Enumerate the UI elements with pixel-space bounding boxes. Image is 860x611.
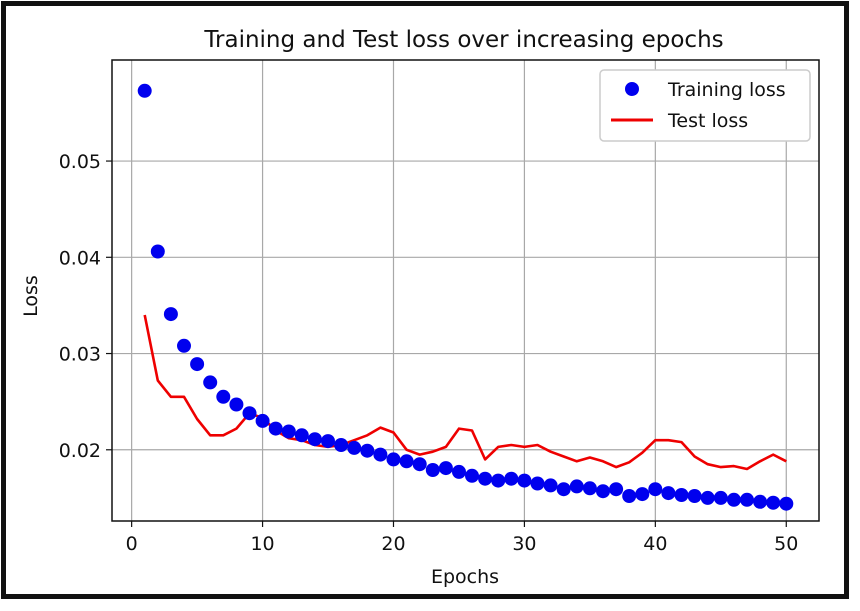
training-loss-point	[478, 471, 493, 486]
training-loss-point	[753, 494, 768, 509]
chart-title: Training and Test loss over increasing e…	[203, 27, 723, 53]
training-loss-point	[321, 434, 335, 449]
training-loss-point	[556, 482, 571, 497]
x-axis-label: Epochs	[431, 566, 499, 588]
training-loss-point	[726, 492, 741, 507]
training-loss-point	[242, 406, 257, 421]
training-loss-point	[425, 463, 440, 477]
training-loss-point	[700, 490, 715, 505]
training-loss-point	[491, 473, 506, 488]
legend-training-label: Training loss	[667, 79, 786, 101]
training-loss-point	[177, 338, 191, 353]
training-loss-point	[530, 476, 545, 491]
legend-test-label: Test loss	[667, 110, 748, 132]
x-tick-label: 20	[381, 533, 405, 555]
training-loss-point	[268, 421, 283, 436]
training-loss-series	[137, 83, 794, 511]
plot-area	[111, 59, 820, 522]
training-loss-point	[713, 490, 728, 505]
y-tick-label: 0.04	[59, 247, 101, 269]
training-loss-point	[687, 489, 702, 503]
legend-training-marker	[625, 82, 639, 96]
training-loss-point	[190, 357, 205, 372]
training-loss-point	[635, 487, 650, 502]
y-tick-label: 0.05	[59, 151, 101, 173]
training-loss-point	[255, 413, 270, 428]
x-tick-label: 10	[250, 533, 274, 555]
y-tick-label: 0.02	[59, 440, 101, 462]
training-loss-point	[334, 438, 349, 452]
training-loss-point	[216, 389, 231, 404]
training-loss-point	[648, 482, 663, 497]
training-loss-point	[360, 443, 375, 458]
training-loss-point	[609, 482, 624, 497]
training-loss-point	[294, 428, 309, 443]
x-tick-label: 40	[643, 533, 667, 555]
training-loss-point	[347, 440, 362, 455]
training-loss-point	[766, 495, 781, 510]
training-loss-point	[452, 464, 466, 479]
training-loss-point	[438, 461, 453, 476]
training-loss-point	[386, 452, 401, 467]
axis-ticks: 0 10 20 30 40 50 0.02 0.03 0.04 0.05	[59, 151, 799, 555]
training-loss-point	[281, 424, 296, 439]
y-axis-label: Loss	[20, 275, 42, 317]
training-loss-point	[373, 447, 388, 462]
training-loss-point	[150, 244, 165, 259]
training-loss-point	[465, 468, 479, 483]
training-loss-point	[622, 489, 637, 503]
training-loss-point	[504, 471, 519, 486]
training-loss-point	[307, 432, 322, 447]
legend-box	[599, 69, 811, 142]
training-loss-point	[543, 478, 558, 493]
grid	[112, 60, 819, 521]
test-loss-line	[143, 314, 787, 471]
training-loss-point	[412, 457, 427, 472]
x-tick-label: 30	[512, 533, 536, 555]
training-loss-point	[740, 492, 754, 507]
training-loss-point	[203, 375, 218, 390]
training-loss-point	[582, 481, 597, 496]
training-loss-point	[661, 486, 676, 501]
training-loss-point	[399, 454, 414, 469]
training-loss-point	[779, 496, 794, 511]
x-tick-label: 0	[126, 533, 138, 555]
training-loss-point	[163, 307, 178, 322]
test-loss-series	[143, 314, 787, 471]
training-loss-point	[674, 488, 689, 502]
training-loss-point	[569, 479, 584, 494]
legend: Training loss Test loss	[599, 69, 811, 142]
y-tick-label: 0.03	[59, 344, 101, 366]
training-loss-point	[137, 83, 152, 98]
training-loss-point	[596, 484, 610, 499]
training-loss-point	[229, 397, 244, 412]
x-tick-label: 50	[774, 533, 798, 555]
training-loss-point	[517, 473, 532, 488]
